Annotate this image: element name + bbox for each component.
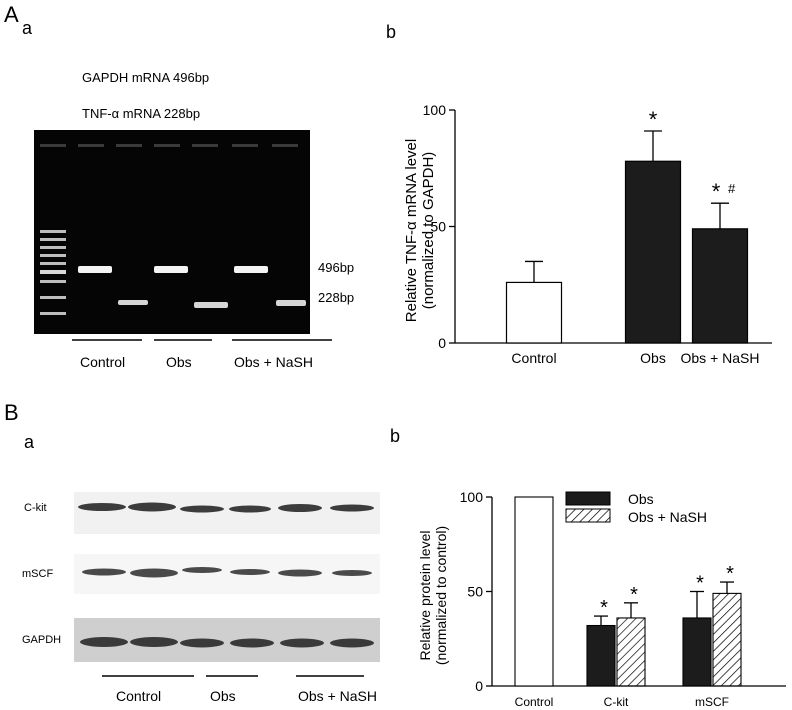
x-tick-label-0: Control: [515, 695, 554, 708]
legend-label-obs: Obs: [628, 491, 654, 507]
significance-star-2-1: *: [630, 584, 638, 606]
y-tick-label: 100: [460, 489, 484, 505]
x-tick-label-2: mSCF: [695, 695, 729, 708]
bar-0: [505, 281, 563, 344]
blot-row-label-mscf: mSCF: [22, 568, 54, 580]
gel-legend-gapdh: GAPDH mRNA 496bp: [82, 70, 210, 85]
chart-tnf-mrna: 0 50 100 Relative TNF-α mRNA level(normaliz…: [403, 102, 772, 366]
x-tick-label-2: Obs + NaSH: [681, 350, 760, 366]
bar-1: [624, 160, 682, 344]
y-tick-label: 0: [475, 678, 483, 694]
y-tick-label: 50: [467, 584, 483, 600]
gel-legend-tnf: TNF-α mRNA 228bp: [82, 106, 201, 121]
panel-A-sub-b: b: [386, 22, 397, 42]
band-label-496bp: 496bp: [318, 260, 355, 275]
bar-2-2: [712, 592, 742, 687]
legend-swatch-obs: [565, 491, 611, 506]
bar-2: [691, 228, 749, 344]
significance-star-2: *: [712, 179, 721, 204]
x-tick-label-0: Control: [511, 350, 556, 366]
blot-group-underlines: [102, 675, 364, 677]
blot-row-label-gapdh: GAPDH: [22, 634, 62, 646]
y-axis-label: Relative TNF-α mRNA level(normalized to …: [403, 139, 437, 322]
significance-star-1: *: [649, 107, 658, 132]
y-tick-label: 50: [430, 219, 446, 235]
y-tick-label: 0: [438, 335, 446, 351]
blot-row-label-ckit: C-kit: [24, 502, 47, 514]
panel-B-sub-b: b: [390, 426, 401, 446]
x-tick-label-1: Obs: [640, 350, 666, 366]
panel-letter-A: A: [4, 2, 19, 27]
blot-group-label-obs: Obs: [210, 688, 236, 704]
bar-2-1: [616, 617, 646, 687]
bar-0-0: [514, 496, 554, 687]
chart-protein-level: 0 50 100 Relative protein level(normalized …: [417, 489, 786, 708]
y-tick-label: 100: [423, 102, 447, 118]
band-label-228bp: 228bp: [318, 290, 355, 305]
legend-swatch-obs-nash: [565, 508, 611, 523]
panel-letter-B: B: [4, 400, 19, 425]
panel-B-sub-a: a: [24, 432, 35, 452]
bar-1-1: [586, 624, 616, 687]
gel-group-label-control: Control: [80, 354, 126, 370]
significance-star-2-2: *: [726, 563, 734, 585]
significance-hash-2: #: [728, 181, 736, 196]
western-blot-image: [74, 492, 380, 662]
y-axis-label: Relative protein level(normalized to con…: [417, 526, 449, 665]
legend-label-obs-nash: Obs + NaSH: [628, 509, 707, 525]
blot-group-label-control: Control: [116, 688, 162, 704]
gel-group-label-obs-nash: Obs + NaSH: [234, 354, 313, 370]
bar-1-2: [682, 617, 712, 687]
agarose-gel-image: [34, 130, 310, 334]
significance-star-1-2: *: [696, 573, 704, 595]
panel-A-sub-a: a: [22, 18, 33, 38]
gel-group-label-obs: Obs: [166, 354, 192, 370]
blot-group-label-obs-nash: Obs + NaSH: [298, 688, 377, 704]
gel-group-underlines: [72, 339, 332, 341]
significance-star-1-1: *: [600, 597, 608, 619]
x-tick-label-1: C-kit: [604, 695, 629, 708]
